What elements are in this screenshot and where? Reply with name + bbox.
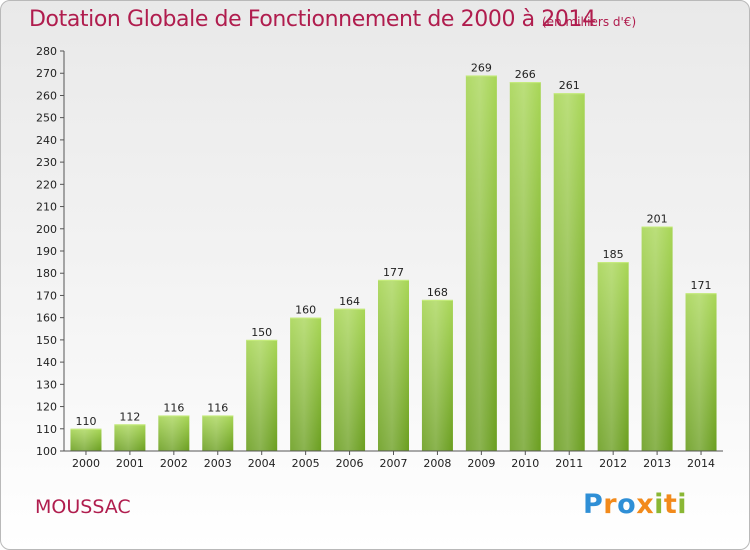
- bar-highlight: [597, 262, 629, 451]
- data-label-2009: 269: [471, 61, 492, 74]
- data-label-2000: 110: [75, 415, 96, 428]
- bar-highlight: [202, 415, 234, 451]
- y-tick-label: 280: [36, 45, 57, 58]
- commune-name: MOUSSAC: [35, 496, 131, 518]
- data-label-2005: 160: [295, 304, 316, 317]
- data-label-2003: 116: [207, 401, 228, 414]
- data-label-2007: 177: [383, 266, 404, 279]
- x-tick-label-2006: 2006: [336, 457, 364, 470]
- x-tick-label-2005: 2005: [292, 457, 320, 470]
- logo-letter: P: [583, 489, 604, 520]
- data-label-2008: 168: [427, 286, 448, 299]
- data-label-2002: 116: [163, 401, 184, 414]
- y-tick-label: 100: [36, 445, 57, 458]
- bar-highlight: [246, 339, 278, 451]
- bar-highlight: [158, 415, 190, 451]
- x-tick-label-2000: 2000: [72, 457, 100, 470]
- bar-highlight: [685, 293, 717, 451]
- bar-highlight: [70, 428, 102, 451]
- y-tick-label: 230: [36, 156, 57, 169]
- bar-highlight: [421, 299, 453, 451]
- x-tick-label-2002: 2002: [160, 457, 188, 470]
- x-tick-label-2003: 2003: [204, 457, 232, 470]
- bar-highlight: [334, 308, 366, 451]
- bars: 110 112 116 116 150 160 164 177 168 269 266 261 185 2…: [70, 61, 717, 451]
- bar-highlight: [553, 93, 585, 451]
- data-label-2011: 261: [559, 79, 580, 92]
- y-tick-label: 190: [36, 245, 57, 258]
- x-tick-label-2008: 2008: [423, 457, 451, 470]
- x-axis: 2000 2001 2002 2003 2004 2005 2006 2007 2008 2009…: [64, 450, 723, 470]
- x-tick-label-2010: 2010: [511, 457, 539, 470]
- y-tick-label: 120: [36, 401, 57, 414]
- data-label-2010: 266: [515, 68, 536, 81]
- x-tick-label-2014: 2014: [687, 457, 715, 470]
- chart-unit: (en milliers d'€): [542, 15, 637, 29]
- x-tick-label-2009: 2009: [467, 457, 495, 470]
- y-tick-label: 140: [36, 356, 57, 369]
- bar-highlight: [290, 317, 322, 451]
- y-tick-label: 210: [36, 201, 57, 214]
- y-tick-label: 110: [36, 423, 57, 436]
- y-tick-label: 150: [36, 334, 57, 347]
- y-tick-label: 240: [36, 134, 57, 147]
- bar-highlight: [114, 424, 146, 451]
- y-tick-label: 180: [36, 267, 57, 280]
- data-label-2014: 171: [691, 279, 712, 292]
- x-tick-label-2007: 2007: [380, 457, 408, 470]
- chart-title: Dotation Globale de Fonctionnement de 20…: [29, 7, 596, 32]
- data-label-2012: 185: [603, 248, 624, 261]
- y-tick-label: 160: [36, 312, 57, 325]
- data-label-2004: 150: [251, 326, 272, 339]
- logo-letter: t: [663, 489, 678, 520]
- y-tick-label: 270: [36, 67, 57, 80]
- data-label-2013: 201: [647, 213, 668, 226]
- logo-letter: i: [654, 489, 664, 520]
- x-tick-label-2004: 2004: [248, 457, 276, 470]
- logo-letter: o: [617, 489, 637, 520]
- x-tick-label-2001: 2001: [116, 457, 144, 470]
- y-tick-label: 220: [36, 178, 57, 191]
- data-label-2001: 112: [119, 410, 140, 423]
- logo-letter: i: [677, 489, 688, 520]
- bar-highlight: [641, 226, 673, 451]
- proxiti-logo: Proxiti: [583, 489, 687, 520]
- x-tick-label-2013: 2013: [643, 457, 671, 470]
- x-tick-label-2011: 2011: [555, 457, 583, 470]
- data-label-2006: 164: [339, 295, 360, 308]
- y-tick-label: 130: [36, 378, 57, 391]
- y-tick-label: 170: [36, 289, 57, 302]
- bar-highlight: [465, 75, 497, 451]
- y-axis: 100 110 120 130 140 150 160 170 180 190 200 210 220 2…: [36, 45, 65, 458]
- logo-letter: x: [636, 489, 655, 520]
- x-tick-label-2012: 2012: [599, 457, 627, 470]
- bar-highlight: [509, 82, 541, 451]
- y-tick-label: 250: [36, 112, 57, 125]
- y-tick-label: 260: [36, 89, 57, 102]
- logo-letter: r: [603, 489, 618, 520]
- bar-highlight: [378, 279, 409, 451]
- y-tick-label: 200: [36, 223, 57, 236]
